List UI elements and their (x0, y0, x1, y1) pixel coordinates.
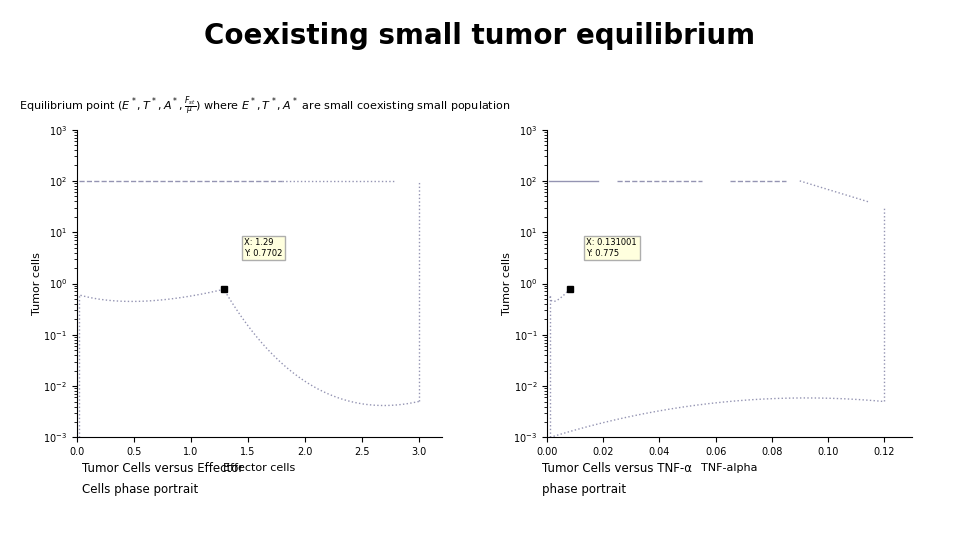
X-axis label: TNF-alpha: TNF-alpha (702, 463, 757, 472)
Y-axis label: Tumor cells: Tumor cells (32, 252, 41, 315)
Text: Tumor Cells versus Effector: Tumor Cells versus Effector (82, 462, 243, 475)
Text: Coexisting small tumor equilibrium: Coexisting small tumor equilibrium (204, 22, 756, 50)
Text: Cells phase portrait: Cells phase portrait (82, 483, 198, 496)
Text: X: 1.29
Y: 0.7702: X: 1.29 Y: 0.7702 (245, 238, 283, 258)
X-axis label: Effector cells: Effector cells (223, 463, 296, 472)
Y-axis label: Tumor cells: Tumor cells (502, 252, 512, 315)
Text: X: 0.131001
Y: 0.775: X: 0.131001 Y: 0.775 (587, 238, 637, 258)
Text: Tumor Cells versus TNF-α: Tumor Cells versus TNF-α (542, 462, 692, 475)
Text: phase portrait: phase portrait (542, 483, 627, 496)
Text: Equilibrium point $(E^*,T^*,A^*,\frac{F_{st}}{\mu})$ where $E^*,T^*,A^*$ are sma: Equilibrium point $(E^*,T^*,A^*,\frac{F_… (19, 94, 511, 118)
